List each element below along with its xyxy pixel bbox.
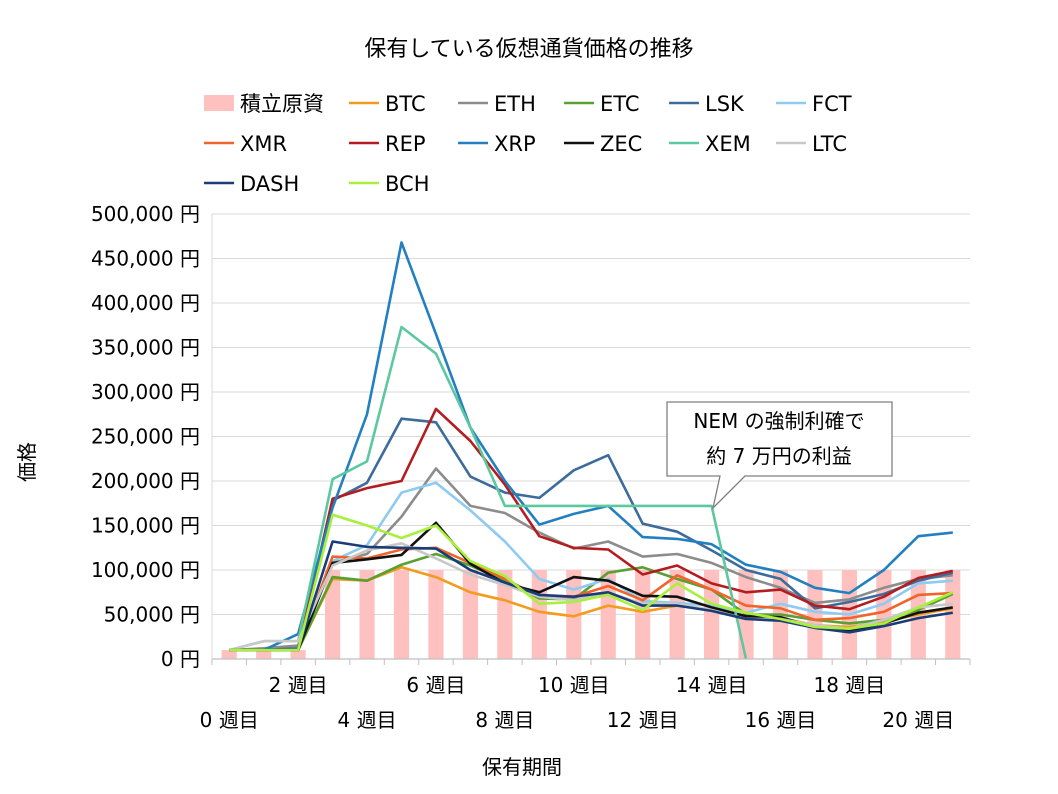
series-line-fct xyxy=(229,481,953,652)
legend-label: FCT xyxy=(812,92,852,116)
legend-label: XEM xyxy=(705,132,751,156)
legend-item-zec: ZEC xyxy=(564,132,642,156)
legend-item-ltc: LTC xyxy=(776,132,847,156)
legend-item-積立原資: 積立原資 xyxy=(204,92,324,116)
x-axis-ticks: 2 週目 6 週目 10 週目 14 週目 18 週目 0 週目 4 週目 8 週目 12 週目… xyxy=(200,673,955,732)
y-tick-label: 250,000 円 xyxy=(91,425,200,449)
legend-label: LTC xyxy=(812,132,847,156)
annotation-line-2: 約 7 万円の利益 xyxy=(706,444,851,468)
x-tick-label: 4 週目 xyxy=(337,708,396,732)
bar-tsumitate xyxy=(325,570,341,659)
bar-tsumitate xyxy=(359,570,375,659)
legend-item-bch: BCH xyxy=(349,172,430,196)
y-tick-label: 50,000 円 xyxy=(104,603,200,627)
annotation-box xyxy=(666,401,893,511)
x-tick-label: 20 週目 xyxy=(882,708,954,732)
legend-label: ETC xyxy=(600,92,640,116)
line-series xyxy=(228,241,954,660)
legend-item-lsk: LSK xyxy=(669,92,745,116)
legend-label: ZEC xyxy=(600,132,642,156)
legend-label: BTC xyxy=(385,92,426,116)
x-tick-label: 10 週目 xyxy=(538,673,610,697)
x-axis-label: 保有期間 xyxy=(482,755,562,779)
legend-item-xrp: XRP xyxy=(458,132,536,156)
legend-item-rep: REP xyxy=(349,132,426,156)
series-line-bch xyxy=(229,513,954,652)
y-axis-ticks: 0 円 50,000 円 100,000 円 150,000 円 200,000 円 25… xyxy=(91,202,200,671)
legend-item-xem: XEM xyxy=(669,132,751,156)
x-tick-label: 0 週目 xyxy=(200,708,259,732)
annotation-callout: NEM の強制利確で 約 7 万円の利益 xyxy=(666,401,893,511)
y-tick-label: 500,000 円 xyxy=(91,202,200,226)
bar-tsumitate xyxy=(497,570,513,659)
series-line-etc xyxy=(229,552,954,652)
bar-tsumitate xyxy=(566,570,582,659)
legend-label: 積立原資 xyxy=(240,92,324,116)
legend-item-fct: FCT xyxy=(776,92,852,116)
bar-tsumitate xyxy=(462,570,478,659)
legend: 積立原資 BTC ETH ETC LSK FCT XMR REP XRP ZEC XEM LTC DAS… xyxy=(204,92,852,196)
y-tick-label: 150,000 円 xyxy=(91,514,200,538)
y-tick-label: 450,000 円 xyxy=(91,247,200,271)
y-axis-label: 価格 xyxy=(15,442,39,482)
y-tick-label: 100,000 円 xyxy=(91,558,200,582)
bar-tsumitate xyxy=(876,570,892,659)
legend-item-btc: BTC xyxy=(349,92,426,116)
x-tick-label: 6 週目 xyxy=(406,673,465,697)
x-tick-label: 2 週目 xyxy=(269,673,328,697)
y-tick-label: 0 円 xyxy=(161,647,200,671)
bar-tsumitate xyxy=(531,570,547,659)
bar-tsumitate xyxy=(393,570,410,659)
legend-label: REP xyxy=(385,132,426,156)
series-line-xrp xyxy=(229,241,953,652)
legend-item-eth: ETH xyxy=(458,92,536,116)
x-tick-label: 16 週目 xyxy=(745,708,817,732)
x-tick-label: 18 週目 xyxy=(814,673,886,697)
bar-tsumitate xyxy=(221,650,237,659)
legend-label: DASH xyxy=(240,172,299,196)
legend-label: BCH xyxy=(385,172,430,196)
legend-item-xmr: XMR xyxy=(204,132,287,156)
legend-label: ETH xyxy=(494,92,536,116)
series-line-xem xyxy=(228,325,748,660)
bar-tsumitate xyxy=(256,650,272,659)
legend-label: LSK xyxy=(705,92,745,116)
y-tick-label: 200,000 円 xyxy=(91,469,200,493)
x-tick-label: 12 週目 xyxy=(607,708,679,732)
series-line-rep xyxy=(229,407,954,652)
bar-tsumitate xyxy=(635,570,651,659)
legend-swatch xyxy=(204,95,234,111)
series-line-dash xyxy=(229,540,954,652)
legend-label: XRP xyxy=(494,132,536,156)
chart-title: 保有している仮想通貨価格の推移 xyxy=(364,37,693,62)
x-tick-label: 14 週目 xyxy=(676,673,748,697)
bar-tsumitate xyxy=(428,570,444,659)
x-tick-label: 8 週目 xyxy=(475,708,534,732)
annotation-line-1: NEM の強制利確で xyxy=(693,409,864,433)
y-tick-label: 400,000 円 xyxy=(91,291,200,315)
bar-tsumitate xyxy=(290,650,306,659)
axes xyxy=(211,214,971,665)
bar-tsumitate xyxy=(669,570,685,659)
legend-item-etc: ETC xyxy=(564,92,640,116)
y-tick-label: 350,000 円 xyxy=(91,336,200,360)
legend-label: XMR xyxy=(240,132,287,156)
series-line-lsk xyxy=(229,417,954,652)
y-tick-label: 300,000 円 xyxy=(91,380,200,404)
legend-item-dash: DASH xyxy=(204,172,299,196)
bar-tsumitate xyxy=(807,570,823,659)
